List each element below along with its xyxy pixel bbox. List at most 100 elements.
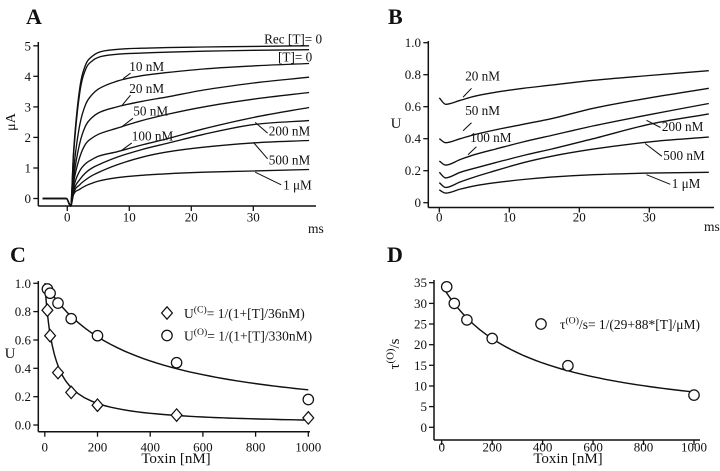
data-point-circle	[562, 359, 574, 372]
data-point-diamond	[302, 410, 315, 426]
x-tick-label: 20	[185, 210, 198, 225]
x-tick-label: 1000	[681, 440, 707, 455]
panel-label-a: A	[26, 4, 42, 29]
y-axis-label: U	[5, 346, 16, 362]
curve-label: 50 nM	[133, 104, 168, 119]
y-tick-label: 0.6	[15, 333, 32, 348]
y-tick-label: 1.0	[15, 276, 31, 291]
curve-label: 100 nM	[470, 130, 512, 145]
data-point-diamond	[170, 407, 183, 423]
trace-200-nm	[438, 113, 709, 179]
y-tick-label: 0.2	[405, 163, 421, 178]
y-tick-label: 0.2	[15, 389, 31, 404]
data-point-circle	[44, 287, 56, 300]
x-axis-label: Toxin [nM]	[141, 451, 210, 467]
data-point-diamond	[91, 398, 104, 413]
y-tick-label: 5	[25, 38, 32, 53]
y-tick-label: 1.0	[405, 35, 421, 50]
data-point-circle	[486, 332, 499, 345]
curve-label: [T]= 0	[278, 50, 313, 65]
trace-1-m	[438, 171, 709, 194]
legend-label: τ(O)/s= 1/(29+88*[T]/μM)	[560, 316, 700, 333]
x-tick-label: 200	[88, 440, 108, 455]
x-axis-unit: ms	[704, 219, 720, 234]
panel-label-b: B	[388, 4, 403, 29]
data-point-circle	[461, 314, 473, 326]
data-point-diamond	[41, 303, 54, 318]
x-tick-label: 0	[438, 440, 445, 455]
y-axis-label: μA	[4, 112, 19, 131]
curve-label: 1 μM	[672, 176, 701, 191]
y-tick-label: 1	[25, 161, 32, 176]
x-tick-label: 600	[583, 440, 603, 455]
y-tick-label: 2	[25, 130, 32, 145]
x-tick-label: 30	[643, 210, 656, 225]
curve-label: 1 μM	[283, 178, 312, 193]
x-tick-label: 1000	[295, 440, 321, 455]
trace-50-nm	[42, 91, 310, 207]
curve-label: 100 nM	[132, 129, 174, 144]
data-point-diamond	[64, 385, 78, 400]
data-point-circle	[448, 297, 461, 310]
y-tick-label: 0.4	[15, 361, 32, 376]
y-axis-label: U	[391, 116, 402, 132]
x-tick-label: 600	[193, 440, 213, 455]
y-tick-label: 5	[421, 399, 428, 414]
y-tick-label: 20	[414, 337, 427, 352]
x-tick-label: 400	[533, 440, 553, 455]
y-tick-label: 0	[25, 191, 32, 206]
panel-label-d: D	[387, 242, 403, 267]
curve-label: 500 nM	[663, 148, 705, 163]
data-point-circle	[170, 356, 183, 369]
data-point-circle	[65, 312, 78, 325]
y-tick-label: 30	[414, 296, 427, 311]
data-point-circle	[302, 393, 315, 406]
y-tick-label: 10	[414, 379, 427, 394]
y-tick-label: 35	[414, 275, 427, 290]
x-tick-label: 10	[123, 210, 136, 225]
y-tick-label: 25	[414, 317, 427, 332]
y-tick-label: 0.8	[15, 304, 31, 319]
trace-20-nm	[438, 70, 709, 105]
x-tick-label: 30	[247, 210, 260, 225]
legend-label: U(C)= 1/(1+[T]/36nM)	[184, 305, 305, 322]
legend-marker-circle	[161, 329, 173, 342]
y-axis-label: τ(O)/s	[385, 338, 404, 369]
trace-500-nm	[438, 136, 709, 189]
x-tick-label: 10	[503, 210, 516, 225]
x-tick-label: 400	[140, 440, 160, 455]
x-tick-label: 0	[42, 440, 49, 455]
y-tick-label: 0.4	[405, 131, 422, 146]
curve-label: 20 nM	[129, 81, 164, 96]
y-tick-label: 0	[415, 195, 422, 210]
panel-label-c: C	[10, 242, 26, 267]
x-tick-label: 20	[573, 210, 586, 225]
x-tick-label: 800	[246, 440, 266, 455]
x-tick-label: 200	[482, 440, 502, 455]
data-point-circle	[688, 389, 700, 401]
trace-1-m	[42, 168, 310, 207]
y-tick-label: 0.6	[405, 99, 422, 114]
trace-50-nm	[438, 87, 709, 144]
curve-label: Rec [T]= 0	[264, 32, 322, 47]
data-point-circle	[440, 280, 453, 293]
y-tick-label: 0.0	[15, 418, 31, 433]
data-point-diamond	[43, 328, 57, 343]
legend-marker-circle	[535, 318, 547, 330]
x-axis-unit: ms	[308, 221, 324, 236]
y-tick-label: 3	[25, 99, 32, 114]
x-tick-label: 0	[64, 210, 71, 225]
trace-100-nm	[438, 102, 709, 166]
x-tick-label: 800	[634, 440, 654, 455]
y-tick-label: 0	[421, 420, 428, 435]
legend-marker-diamond	[160, 305, 174, 321]
fit-curve	[444, 289, 695, 393]
y-tick-label: 15	[414, 358, 427, 373]
fit-curve	[44, 283, 309, 421]
data-point-diamond	[51, 365, 65, 380]
curve-label: 500 nM	[269, 153, 311, 168]
legend-label: U(O)= 1/(1+[T]/330nM)	[184, 327, 312, 344]
curve-label: 200 nM	[662, 119, 704, 134]
